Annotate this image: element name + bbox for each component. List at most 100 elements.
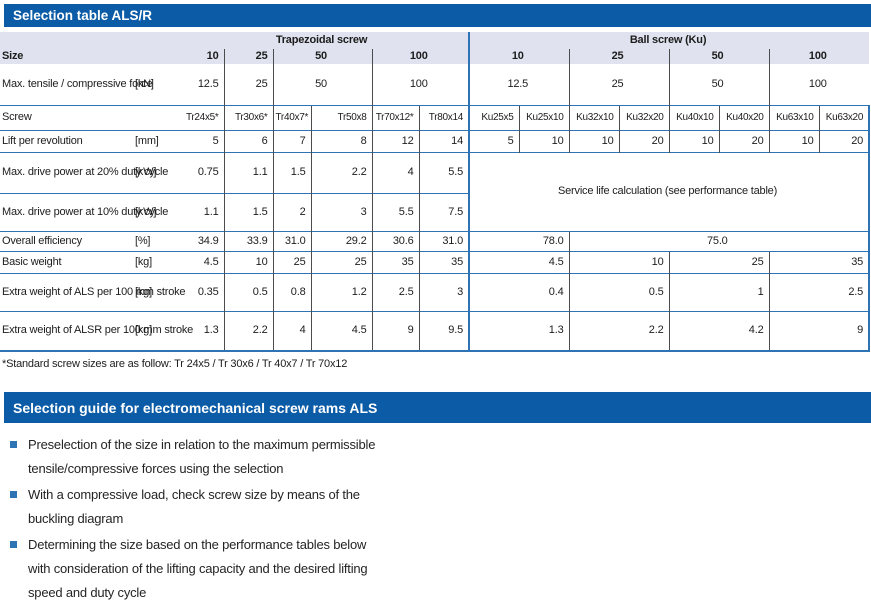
row-power-10: Max. drive power at 10% duty cycle [kW] … [0, 192, 869, 232]
table-cell: 35 [371, 250, 419, 274]
selection-table-title: Selection table ALS/R [13, 8, 153, 23]
table-cell: 1.3 [178, 310, 224, 353]
table-cell: 5 [468, 129, 519, 153]
table-cell: 5 [178, 129, 224, 153]
table-cell: Tr40x7* [272, 104, 311, 131]
table-cell: 5.5 [418, 151, 469, 194]
table-cell: 20 [818, 129, 871, 153]
selection-table-title-bar: Selection table ALS/R [4, 4, 871, 27]
table-cell: 4.5 [310, 310, 372, 353]
table-cell: 2.2 [568, 310, 669, 353]
unit-cell: [kW] [133, 192, 178, 232]
bullet-square-icon [10, 441, 17, 449]
list-item: With a compressive load, check screw siz… [10, 483, 450, 531]
standard-screw-sizes-footnote: *Standard screw sizes are as follow: Tr … [2, 358, 348, 371]
table-cell: 4.2 [668, 310, 769, 353]
table-cell: 9 [768, 310, 871, 353]
row-label-max-force: Max. tensile / compressive force [2, 77, 153, 90]
unit-cell: [kW] [133, 151, 178, 194]
table-cell: 1 [668, 272, 769, 312]
table-cell: 12.5 [468, 64, 569, 106]
bullet-square-icon [10, 541, 17, 549]
row-label-extra-weight-als: Extra weight of ALS per 100 mm stroke [0, 272, 186, 312]
table-cell: 10 [568, 129, 619, 153]
table-cell: 6 [223, 129, 273, 153]
table-cell: 10 [178, 49, 224, 65]
table-cell: 20 [618, 129, 669, 153]
table-cell: 4.5 [468, 250, 569, 274]
table-cell: Ku40x20 [718, 104, 769, 131]
list-item: Preselection of the size in relation to … [10, 433, 450, 481]
unit-cell: [mm] [133, 129, 178, 153]
table-cell: 50 [668, 64, 769, 106]
table-cell: 100 [768, 64, 870, 106]
table-cell: 0.5 [223, 272, 273, 312]
row-label-power-10: Max. drive power at 10% duty cycle [0, 192, 168, 232]
table-cell: 34.9 [178, 230, 224, 252]
table-cell: 9 [371, 310, 419, 353]
table-cell: 1.2 [310, 272, 372, 312]
table-cell: Ku32x10 [568, 104, 619, 131]
table-cell: 31.0 [272, 230, 311, 252]
table-cell: 35 [768, 250, 871, 274]
table-cell: 29.2 [310, 230, 372, 252]
table-cell: Tr70x12* [371, 104, 419, 131]
row-size: Size 10 25 50 100 10 25 50 100 [0, 49, 870, 65]
table-cell: 10 [518, 129, 569, 153]
table-cell: Ku25x5 [468, 104, 519, 131]
row-power-20: Max. drive power at 20% duty cycle [kW] … [0, 151, 871, 232]
table-cell: 78.0 [468, 230, 569, 252]
table-cell: Tr50x8 [310, 104, 372, 131]
table-cell: 33.9 [223, 230, 273, 252]
bullet-text: With a compressive load, check screw siz… [28, 487, 360, 527]
table-cell: 9.5 [418, 310, 469, 353]
table-cell: 35 [418, 250, 469, 274]
table-cell: 14 [418, 129, 469, 153]
table-cell: 1.3 [468, 310, 569, 353]
table-cell: 75.0 [568, 230, 871, 252]
table-cell: 10 [768, 129, 819, 153]
table-cell: 7 [272, 129, 311, 153]
table-cell: Tr24x5* [178, 104, 224, 131]
table-cell: 25 [223, 64, 273, 106]
selection-guide-title: Selection guide for electromechanical sc… [13, 399, 378, 416]
bullet-text: Determining the size based on the perfor… [28, 537, 368, 601]
table-cell: 0.35 [178, 272, 224, 312]
bullet-text: Preselection of the size in relation to … [28, 437, 376, 477]
table-cell: Tr30x6* [223, 104, 273, 131]
table-cell: 10 [568, 250, 669, 274]
table-cell: 10 [668, 129, 719, 153]
table-cell: 25 [668, 250, 769, 274]
table-cell: 20 [718, 129, 769, 153]
table-cell: 2.2 [310, 151, 372, 194]
table-cell: 50 [668, 49, 769, 65]
bullet-square-icon [10, 491, 17, 499]
unit-cell: [kg] [133, 250, 178, 274]
row-lift: Lift per revolution [mm] 5 6 7 8 12 14 5… [0, 129, 871, 153]
table-cell: 4.5 [178, 250, 224, 274]
unit-cell: [kg] [133, 310, 178, 353]
unit-cell: [kg] [133, 272, 178, 312]
row-label-lift: Lift per revolution [0, 129, 133, 153]
table-cell: Ku32x20 [618, 104, 669, 131]
table-cell: 0.8 [272, 272, 311, 312]
table-cell: Ku63x20 [818, 104, 871, 131]
list-item: Determining the size based on the perfor… [10, 533, 450, 605]
service-life-note: Service life calculation (see performanc… [467, 151, 871, 232]
selection-guide-bullet-list: Preselection of the size in relation to … [10, 433, 450, 605]
row-label-extra-weight-alsr: Extra weight of ALSR per 100 mm stroke [0, 310, 193, 353]
table-cell: 30.6 [371, 230, 419, 252]
row-label-size: Size [0, 49, 178, 65]
table-cell: Ku63x10 [768, 104, 819, 131]
row-basic-weight: Basic weight [kg] 4.5 10 25 25 35 35 4.5… [0, 250, 871, 274]
table-cell: 0.4 [468, 272, 569, 312]
table-cell: 2 [272, 192, 311, 232]
col-group-ball-screw: Ball screw (Ku) [467, 32, 870, 49]
table-cell: 2.5 [768, 272, 871, 312]
page: Selection table ALS/R Trapezoidal screw … [0, 4, 871, 608]
table-cell: 4 [371, 151, 419, 194]
table-cell: 2.5 [371, 272, 419, 312]
row-extra-weight-alsr: Extra weight of ALSR per 100 mm stroke [… [0, 310, 871, 353]
table-cell: 1.5 [223, 192, 273, 232]
row-label-efficiency: Overall efficiency [0, 230, 133, 252]
